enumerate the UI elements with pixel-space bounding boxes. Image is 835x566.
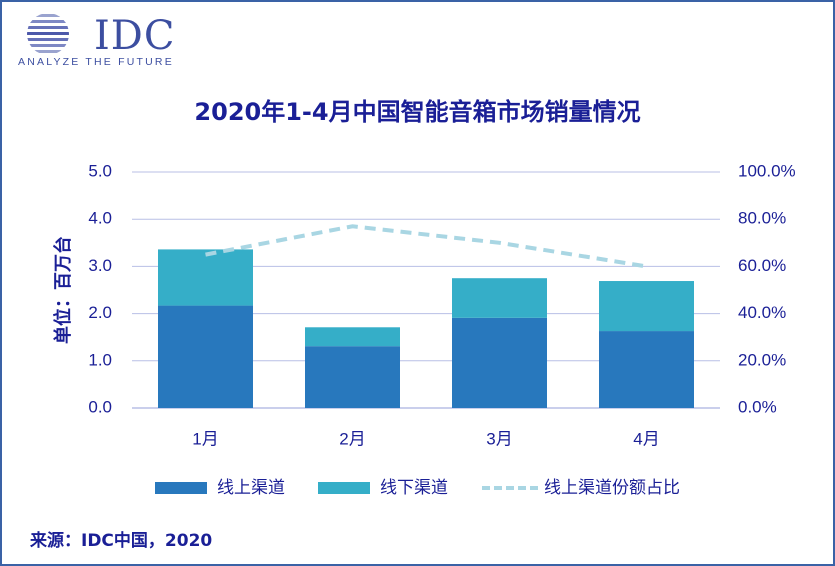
x-tick-label: 4月 [633,429,659,448]
legend-label-offline: 线下渠道 [380,478,448,498]
y2-tick-label: 80.0% [738,209,786,228]
y2-tick-label: 100.0% [738,161,796,180]
globe-icon [27,14,69,53]
bar-online [599,331,694,408]
legend-swatch-offline [318,482,370,494]
idc-logo: IDC ANALYZE THE FUTURE [18,12,198,68]
y-axis-title: 单位：百万台 [52,236,73,344]
y2-tick-label: 40.0% [738,303,786,322]
bar-offline [305,327,400,347]
y-tick-label: 2.0 [88,303,112,322]
y-tick-label: 0.0 [88,397,112,416]
legend-label-share: 线上渠道份额占比 [544,478,680,498]
bar-online [305,346,400,408]
y2-tick-label: 20.0% [738,350,786,369]
y2-tick-label: 0.0% [738,397,777,416]
legend-swatch-share [482,486,538,490]
bar-offline [599,281,694,332]
source-note: 来源：IDC中国，2020 [30,531,213,551]
y2-tick-label: 60.0% [738,256,786,275]
series-line-share [205,224,647,269]
bar-online [158,305,253,408]
y-tick-label: 3.0 [88,256,112,275]
x-tick-label: 3月 [486,429,512,448]
x-tick-label: 2月 [339,429,365,448]
logo-wordmark: IDC [94,13,176,59]
bar-offline [452,278,547,318]
chart-legend: 线上渠道 线下渠道 线上渠道份额占比 [0,476,835,500]
chart-title: 2020年1-4月中国智能音箱市场销量情况 [194,98,641,126]
bar-online [452,317,547,408]
y-tick-label: 1.0 [88,350,112,369]
logo-tagline: ANALYZE THE FUTURE [18,56,174,68]
legend-swatch-online [155,482,207,494]
x-tick-label: 1月 [192,429,218,448]
y-tick-label: 5.0 [88,161,112,180]
y-tick-label: 4.0 [88,209,112,228]
legend-label-online: 线上渠道 [217,478,285,498]
bar-offline [158,249,253,306]
